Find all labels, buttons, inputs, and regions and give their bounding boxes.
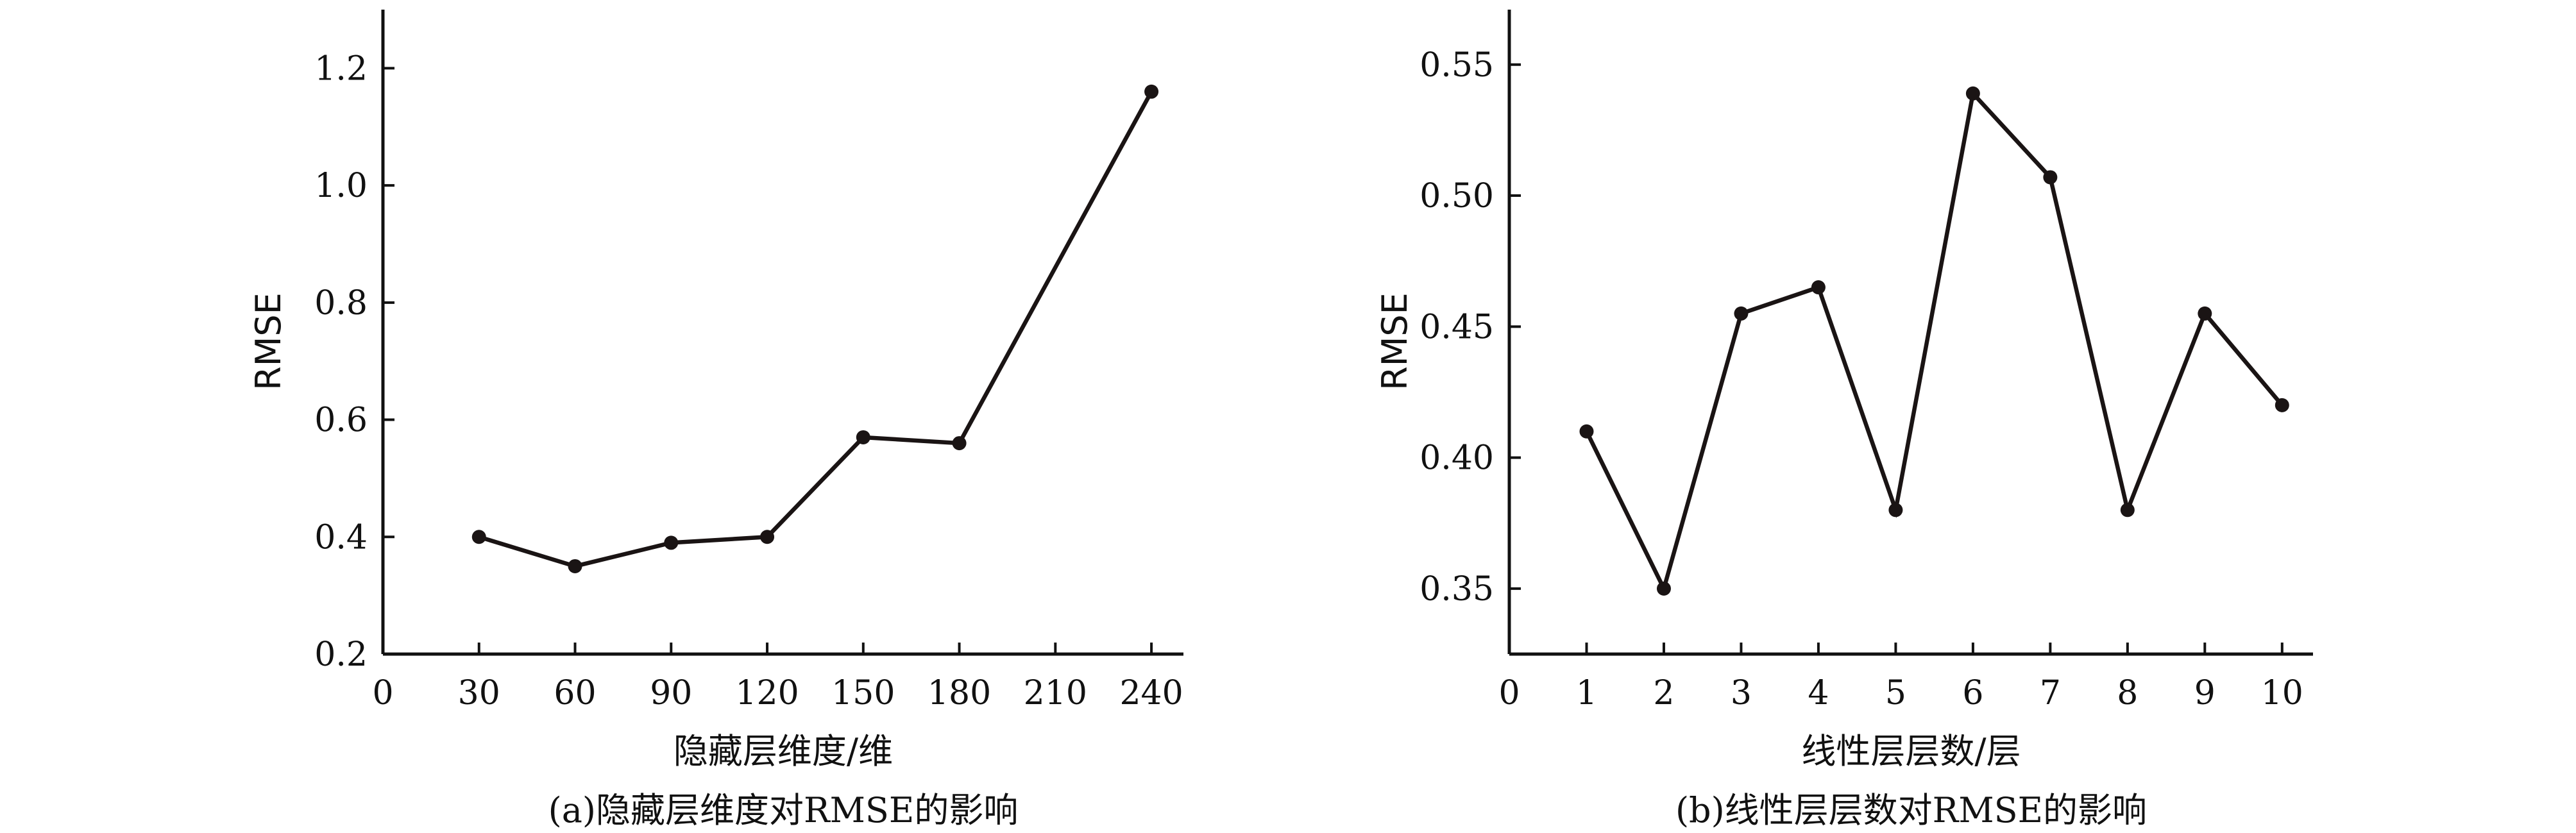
figure-caption: (a)隐藏层维度对RMSE的影响 (548, 790, 1019, 830)
y-tick-label: 0.2 (314, 635, 368, 674)
figure-caption: (b)线性层层数对RMSE的影响 (1675, 790, 2147, 830)
y-tick-label: 1.2 (314, 49, 368, 88)
series-line (478, 90, 1153, 569)
data-point (1888, 503, 1903, 517)
x-tick-label: 9 (2194, 674, 2216, 712)
y-tick-label: 0.4 (314, 518, 368, 557)
data-point (2198, 306, 2212, 321)
x-tick-label: 10 (2261, 674, 2303, 712)
x-tick-label: 30 (458, 674, 500, 712)
y-tick-label: 0.50 (1419, 177, 1494, 215)
series-line (1584, 88, 2284, 594)
y-tick-label: 0.35 (1419, 570, 1494, 609)
chart-panel-b: 0.35 0.40 0.45 0.50 0.55 0 1 2 3 4 5 6 7 8 9 10 RMSE 线性层层… (1375, 10, 2313, 830)
data-point (952, 436, 967, 451)
x-tick-label: 0 (1498, 674, 1520, 712)
x-tick-label: 210 (1024, 674, 1087, 712)
x-axis-label: 隐藏层维度/维 (674, 731, 893, 771)
x-tick-label: 0 (372, 674, 393, 712)
x-tick-label: 180 (928, 674, 991, 712)
data-point (568, 559, 582, 573)
x-tick-label: 2 (1653, 674, 1674, 712)
y-tick-label: 0.6 (314, 401, 368, 440)
x-tick-label: 7 (2040, 674, 2061, 712)
x-tick-label: 90 (650, 674, 692, 712)
data-point (2275, 398, 2289, 412)
y-tick-label: 0.45 (1419, 308, 1494, 346)
x-tick-label: 150 (831, 674, 895, 712)
data-point (1656, 581, 1671, 596)
data-point (2043, 170, 2058, 185)
data-point (471, 530, 486, 544)
x-tick-label: 120 (735, 674, 799, 712)
x-tick-label: 4 (1808, 674, 1829, 712)
y-tick-label: 1.0 (314, 167, 368, 205)
x-tick-label: 60 (554, 674, 596, 712)
x-tick-label: 8 (2117, 674, 2138, 712)
y-axis-label: RMSE (1375, 292, 1415, 391)
x-tick-label: 3 (1731, 674, 1752, 712)
data-point (856, 430, 870, 444)
y-tick-label: 0.8 (314, 284, 368, 323)
x-tick-label: 5 (1885, 674, 1906, 712)
x-tick-label: 1 (1576, 674, 1597, 712)
x-tick-label: 240 (1119, 674, 1183, 712)
data-point (664, 535, 679, 550)
y-tick-label: 0.55 (1419, 46, 1494, 85)
data-point (1811, 280, 1826, 295)
chart-panel-a: 0.2 0.4 0.6 0.8 1.0 1.2 0 30 60 90 120 150 180 210 240… (248, 10, 1183, 830)
data-point (760, 530, 775, 544)
y-tick-label: 0.40 (1419, 439, 1494, 478)
data-point (1965, 86, 1980, 101)
x-tick-label: 6 (1962, 674, 1983, 712)
data-point (1144, 84, 1159, 99)
data-point (1579, 424, 1594, 439)
data-point (1734, 306, 1749, 321)
x-axis-label: 线性层层数/层 (1801, 731, 2021, 771)
data-point (2120, 503, 2135, 517)
y-axis-label: RMSE (248, 292, 289, 391)
